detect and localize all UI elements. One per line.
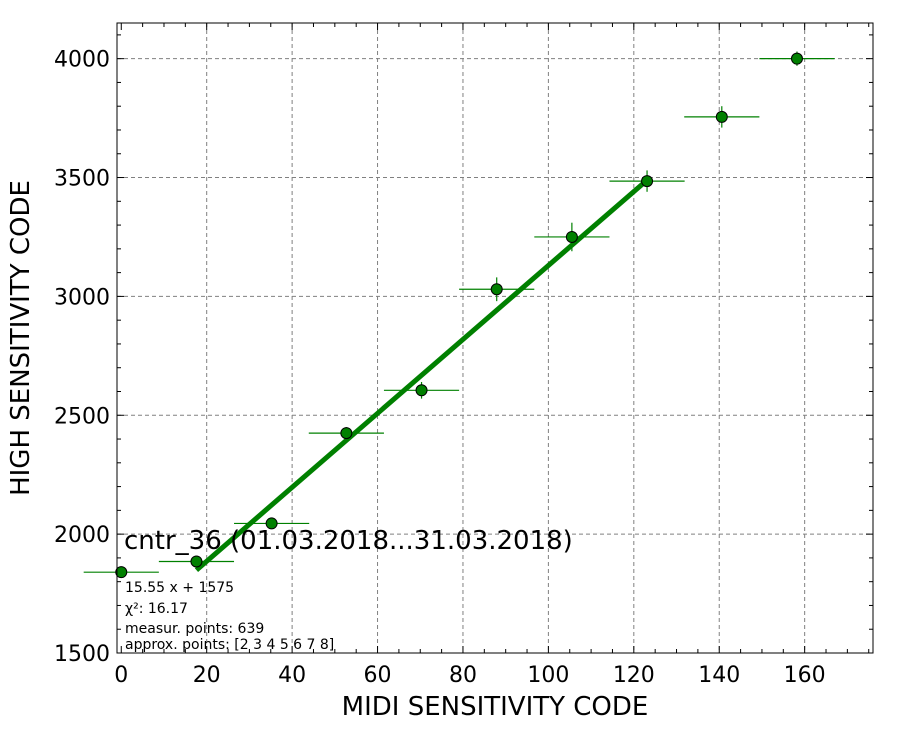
approx-points: approx. points: [2 3 4 5 6 7 8] bbox=[125, 637, 334, 653]
data-point bbox=[190, 555, 203, 568]
tick-labels: 0 20 40 60 80 100 120 140 160 1500 2000 2500 3000 350… bbox=[54, 48, 826, 688]
grid bbox=[117, 23, 873, 653]
data-point bbox=[565, 230, 578, 243]
x-tick-label: 80 bbox=[449, 663, 477, 688]
x-tick-label: 120 bbox=[613, 663, 655, 688]
x-tick-label: 140 bbox=[698, 663, 740, 688]
ticks bbox=[117, 23, 873, 654]
x-tick-label: 160 bbox=[784, 663, 826, 688]
data-point bbox=[115, 566, 128, 579]
plot-frame bbox=[116, 22, 874, 654]
data-point bbox=[415, 384, 428, 397]
y-tick-label: 3500 bbox=[54, 167, 110, 192]
data-point bbox=[641, 175, 654, 188]
fit-chi2: χ²: 16.17 bbox=[125, 601, 188, 617]
data-point bbox=[265, 517, 278, 530]
data-point bbox=[490, 283, 503, 296]
x-tick-label: 60 bbox=[364, 663, 392, 688]
x-tick-label: 100 bbox=[527, 663, 569, 688]
data-points bbox=[115, 52, 803, 579]
chart-title: cntr_36 (01.03.2018...31.03.2018) bbox=[124, 526, 573, 556]
fit-line bbox=[194, 178, 649, 572]
plot-background bbox=[117, 23, 873, 653]
x-axis-label: MIDI SENSITIVITY CODE bbox=[342, 692, 649, 722]
y-tick-label: 2500 bbox=[54, 404, 110, 429]
data-point bbox=[790, 52, 803, 65]
measur-points: measur. points: 639 bbox=[125, 621, 264, 637]
fit-equation: 15.55 x + 1575 bbox=[125, 580, 234, 596]
y-tick-label: 3000 bbox=[54, 285, 110, 310]
y-tick-label: 2000 bbox=[54, 523, 110, 548]
y-tick-label: 4000 bbox=[54, 48, 110, 73]
data-point bbox=[715, 110, 728, 123]
fit-line-group bbox=[194, 178, 649, 572]
x-tick-label: 0 bbox=[114, 663, 128, 688]
data-point bbox=[340, 427, 353, 440]
y-tick-label: 1500 bbox=[54, 642, 110, 667]
x-tick-label: 20 bbox=[193, 663, 221, 688]
y-axis-label: HIGH SENSITIVITY CODE bbox=[6, 180, 36, 496]
x-tick-label: 40 bbox=[278, 663, 306, 688]
